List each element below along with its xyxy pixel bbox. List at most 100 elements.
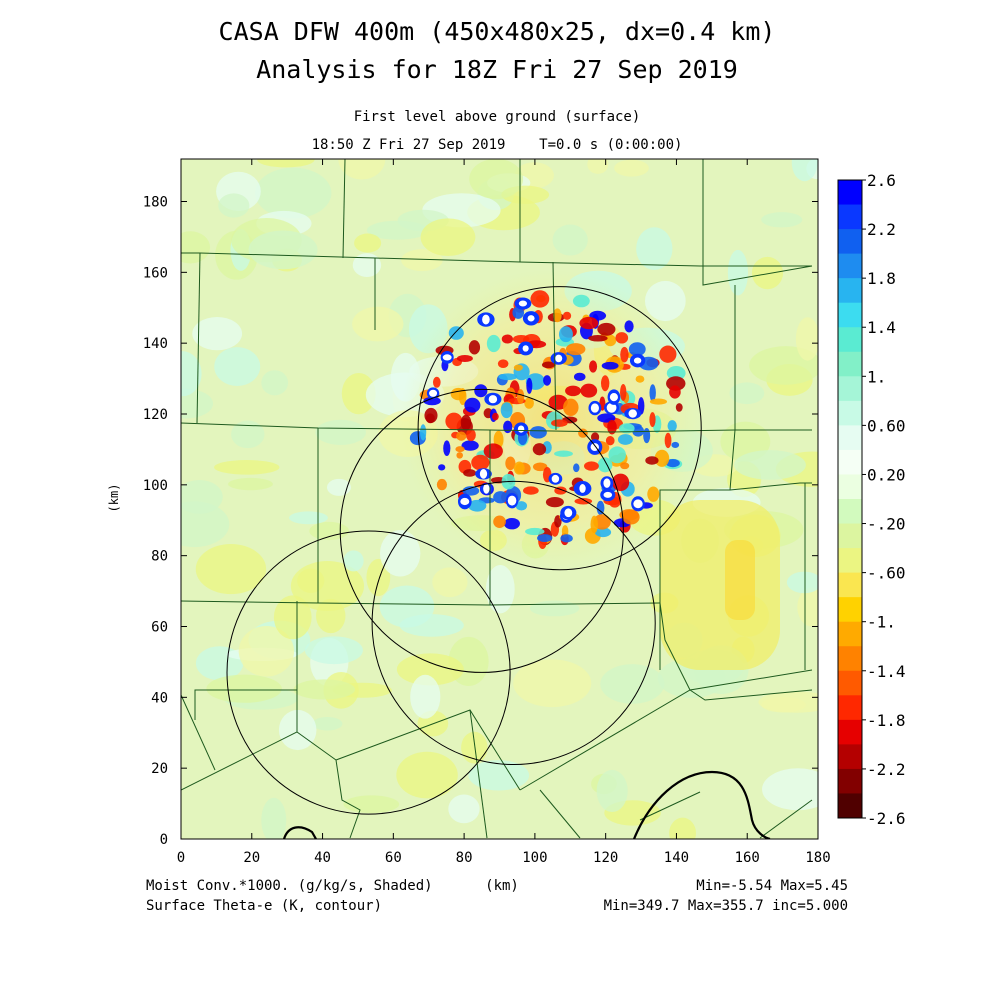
field-blotch [795, 317, 818, 361]
field-blotch [729, 382, 765, 405]
field-blotch [513, 659, 592, 708]
convective-cell [468, 340, 481, 355]
field-blotch [192, 316, 243, 351]
field-blotch [600, 664, 665, 704]
field-blotch [309, 521, 350, 541]
field-blotch [410, 674, 441, 719]
convective-cell [512, 334, 530, 344]
convective-cell [647, 486, 660, 502]
convective-cell [620, 462, 630, 470]
convective-cell [419, 424, 427, 441]
field-blotch [786, 571, 818, 594]
colorbar-swatch [838, 180, 862, 206]
convective-cell [667, 420, 677, 432]
colorbar-label: 0.20 [867, 465, 906, 484]
y-tick-label: 140 [143, 336, 168, 352]
field-blotch [312, 717, 343, 731]
field-blotch [366, 220, 429, 240]
field-blotch [293, 679, 356, 700]
cell-extreme [590, 403, 599, 413]
y-tick-label: 0 [160, 832, 168, 848]
convective-cell [492, 412, 499, 421]
x-axis: 0 20 40 60 80 100 120 140 160 180 [177, 159, 831, 866]
field-blotch [401, 249, 443, 272]
field-blotch [304, 636, 363, 665]
field-blotch [461, 731, 488, 764]
field-blotch [636, 227, 673, 270]
cell-extreme [507, 495, 517, 506]
field2-label: Surface Theta-e (K, contour) [146, 898, 382, 914]
convective-cell [649, 412, 656, 428]
field-blotch [485, 564, 515, 614]
convective-cell [635, 375, 645, 383]
colorbar-swatch [838, 302, 862, 328]
colorbar-swatch [838, 793, 862, 819]
field-blotch [396, 751, 458, 799]
convective-cell [436, 478, 448, 491]
y-tick-label: 100 [143, 478, 168, 494]
convective-cell [523, 486, 539, 495]
cell-extreme [603, 491, 613, 498]
colorbar-label: -1. [867, 613, 896, 632]
colorbar-swatch [838, 768, 862, 794]
field-blotch [326, 478, 351, 496]
field-blotch [228, 477, 273, 491]
convective-cell [671, 441, 680, 449]
field-blotch [644, 280, 686, 322]
convective-cell [551, 419, 568, 427]
convective-cell [456, 431, 467, 441]
colorbar-label: -1.8 [867, 711, 906, 730]
colorbar-label: -2.6 [867, 809, 906, 828]
convective-cell [574, 497, 593, 505]
field-blotch [529, 600, 580, 617]
field-blotch [206, 674, 282, 703]
x-tick-label: 160 [735, 850, 760, 866]
field-blotch [420, 218, 476, 257]
field-blotch [669, 817, 697, 839]
convective-cell [554, 450, 573, 457]
radar-ring [417, 286, 702, 571]
convective-cell [562, 311, 572, 320]
convective-cell [572, 294, 590, 308]
convective-cell [637, 397, 645, 415]
convective-cell [458, 388, 467, 406]
convective-cell [666, 365, 686, 381]
convective-cell [565, 343, 586, 356]
cell-extreme [527, 315, 535, 322]
convective-cell [532, 462, 548, 472]
colorbar-swatch [838, 670, 862, 696]
field-blotch [218, 193, 250, 218]
convective-cell [464, 397, 481, 413]
field-blotch [255, 167, 332, 219]
convective-cell [445, 412, 463, 430]
convective-cell [545, 497, 564, 508]
colorbar-swatch [838, 523, 862, 549]
convective-cell [455, 446, 465, 453]
colorbar-swatch [838, 499, 862, 525]
field-blotch [273, 595, 312, 640]
convective-cell [600, 375, 610, 392]
convective-cell [493, 491, 508, 504]
convective-cell [465, 428, 476, 442]
cell-extreme [460, 497, 470, 506]
convective-cell [643, 427, 651, 444]
field-blotch [366, 558, 391, 597]
convective-cell [513, 364, 523, 371]
colorbar-label: 1.8 [867, 269, 896, 288]
colorbar-label: -.20 [867, 515, 906, 534]
convective-cell [498, 373, 518, 381]
field-blotch [352, 253, 382, 278]
field-blotch [469, 159, 524, 200]
field-blotch [214, 460, 280, 475]
colorbar-label: -1.4 [867, 662, 906, 681]
y-tick-label: 120 [143, 407, 168, 423]
y-tick-label: 160 [143, 265, 168, 281]
convective-cell [456, 452, 463, 459]
y-axis: 0 20 40 60 80 100 120 140 160 180 [143, 195, 818, 848]
colorbar-swatch [838, 327, 862, 353]
convective-cell [530, 290, 550, 308]
convective-cell [579, 316, 599, 330]
colorbar-swatch [838, 400, 862, 426]
convective-cell [541, 361, 555, 369]
title-line2: Analysis for 18Z Fri 27 Sep 2019 [256, 55, 738, 84]
